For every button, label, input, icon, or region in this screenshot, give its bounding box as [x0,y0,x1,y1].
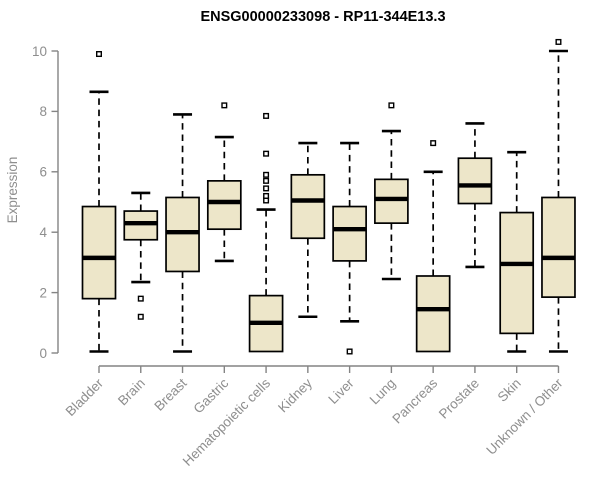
boxplot-prostate [457,122,493,269]
boxplot-skin [499,150,535,353]
x-tick-label: Liver [325,375,357,407]
chart-title: ENSG00000233098 - RP11-344E13.3 [200,9,445,25]
outlier-point [263,150,270,157]
iqr-box [165,196,200,273]
y-tick-label: 8 [39,104,47,119]
outlier-point [221,102,228,109]
outlier-point [137,313,144,320]
iqr-box [374,178,409,224]
boxplot-liver [332,141,367,355]
outlier-point [346,348,353,355]
outlier-point [95,51,102,58]
x-tick-label: Breast [151,375,189,413]
outlier-point [555,38,562,45]
iqr-box [206,180,242,231]
iqr-box [499,211,535,335]
outlier-point [263,112,270,119]
boxplot-gastric [206,102,242,263]
iqr-box [457,157,493,205]
boxplot-breast [165,113,200,353]
x-tick-label: Kidney [275,375,315,415]
outlier-point [263,192,270,199]
x-tick-label: Unknown / Other [483,375,566,458]
x-tick-label: Bladder [63,375,107,419]
x-tick-label: Gastric [191,375,232,416]
outlier-point [263,171,270,178]
iqr-box [541,196,576,298]
y-tick-label: 6 [39,165,47,180]
x-tick-label: Pancreas [389,375,440,426]
x-tick-label: Lung [367,376,399,408]
iqr-box [332,205,367,262]
boxplot-pancreas [415,140,451,353]
outlier-point [388,102,395,109]
y-tick-label: 4 [39,225,47,240]
iqr-box [290,173,326,240]
iqr-box [81,205,117,300]
boxplot-unknown-other [541,38,576,353]
outlier-point [137,295,144,302]
x-tick-label: Prostate [436,376,482,422]
iqr-box [415,275,451,353]
y-tick-label: 2 [39,285,47,300]
y-tick-label: 10 [32,44,47,59]
y-tick-label: 0 [39,346,47,361]
outlier-point [263,185,270,192]
boxplot-lung [374,102,409,281]
outlier-point [263,177,270,184]
boxplot-kidney [290,141,326,319]
boxplot-bladder [81,51,117,353]
outlier-point [430,140,437,147]
y-axis-label: Expression [5,157,20,224]
boxplot-hematopoietic-cells [248,112,284,353]
boxes-layer [81,38,576,355]
iqr-box [123,210,159,241]
x-tick-label: Skin [495,376,524,405]
x-tick-label: Brain [115,376,148,409]
boxplot-brain [123,191,159,320]
